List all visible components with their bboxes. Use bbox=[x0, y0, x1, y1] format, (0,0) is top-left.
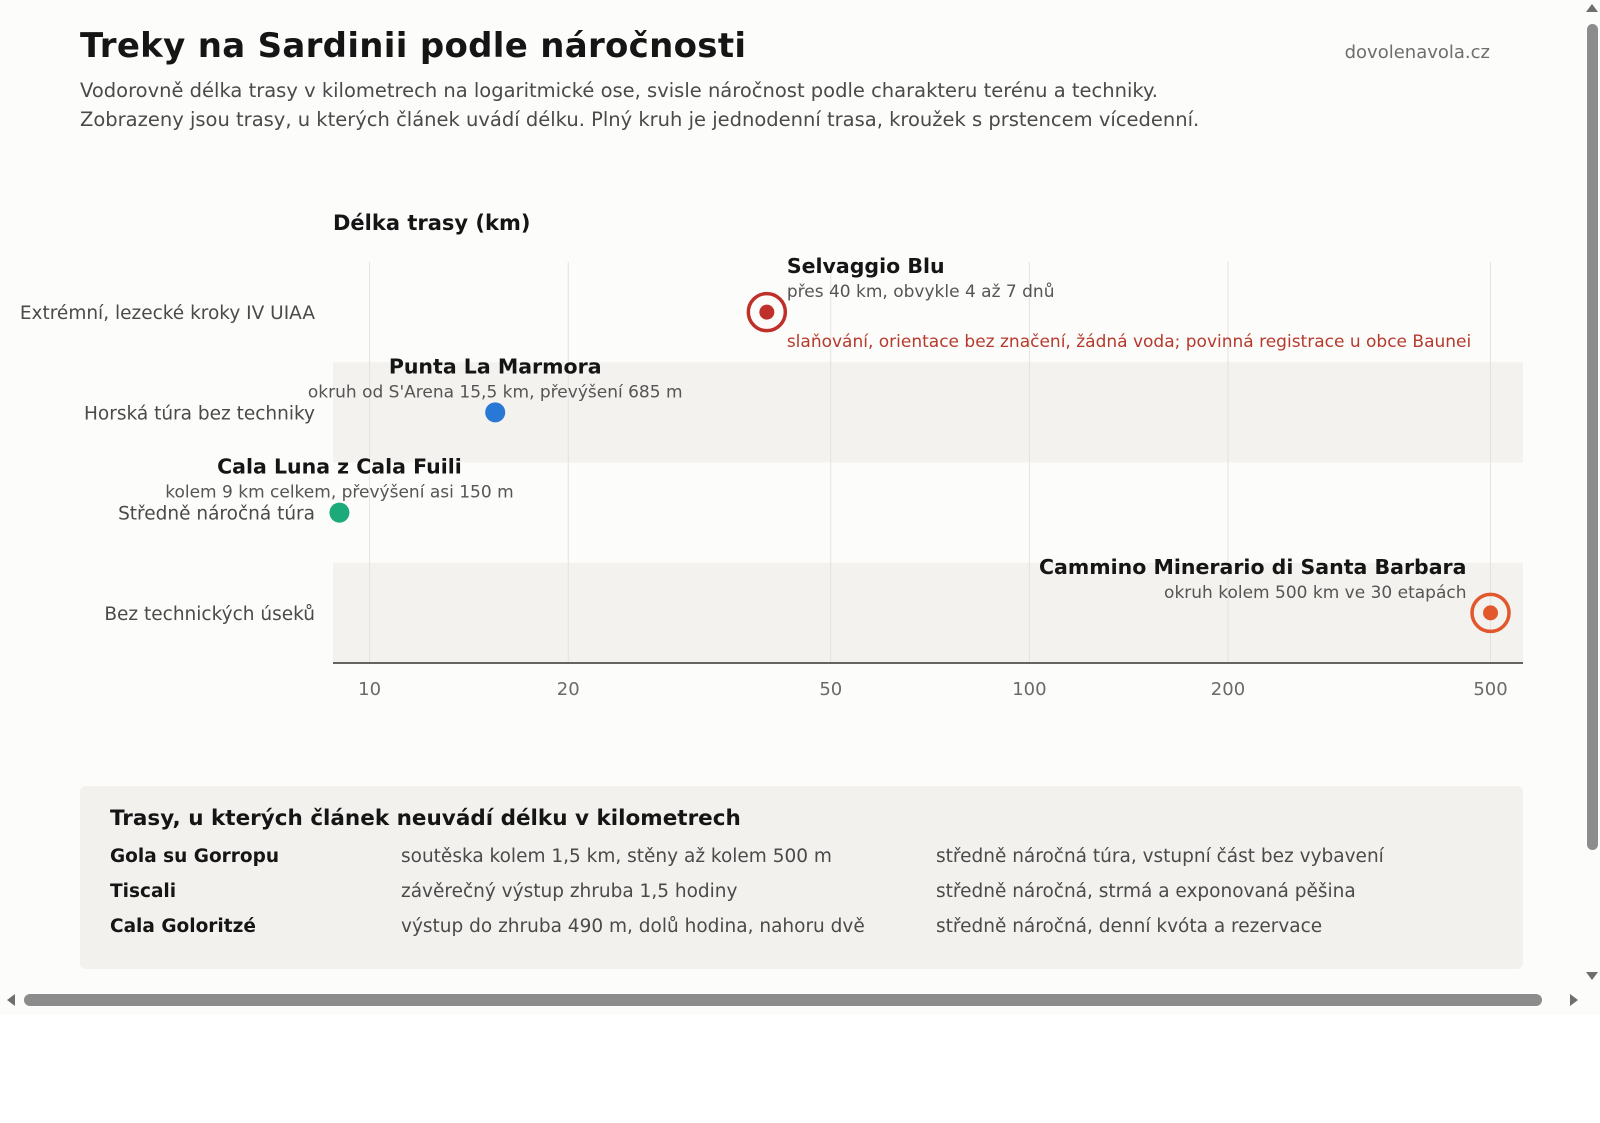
page-subtitle: Vodorovně délka trasy v kilometrech na l… bbox=[80, 76, 1380, 134]
trek-name: Gola su Gorropu bbox=[110, 846, 280, 867]
trek-scatter-chart: 10 20 50 100 200 500 Délka trasy (km) Extrémní,… bbox=[20, 211, 1523, 700]
trek-name: Cala Goloritzé bbox=[110, 916, 256, 937]
row-band bbox=[333, 562, 1523, 663]
horizontal-scroll-thumb[interactable] bbox=[24, 994, 1542, 1006]
trek-name-label: Cala Luna z Cala Fuili bbox=[217, 455, 462, 479]
subtitle-line: Vodorovně délka trasy v kilometrech na l… bbox=[80, 79, 1158, 102]
trek-point bbox=[485, 402, 506, 423]
trek-detail-label: přes 40 km, obvykle 4 až 7 dnů bbox=[787, 282, 1055, 302]
trek-name-label: Cammino Minerario di Santa Barbara bbox=[1039, 555, 1467, 579]
trek-detail: výstup do zhruba 490 m, dolů hodina, nah… bbox=[401, 916, 865, 937]
y-category-label: Extrémní, lezecké kroky IV UIAA bbox=[20, 303, 315, 324]
scroll-right-icon[interactable] bbox=[1570, 994, 1578, 1006]
scroll-up-icon[interactable] bbox=[1586, 4, 1598, 12]
trek-detail-label: okruh od S'Arena 15,5 km, převýšení 685 … bbox=[308, 382, 683, 402]
x-tick-label: 10 bbox=[358, 679, 381, 700]
trek-difficulty: středně náročná, strmá a exponovaná pěši… bbox=[936, 881, 1356, 902]
trek-point bbox=[759, 304, 775, 320]
unmeasured-treks-title: Trasy, u kterých článek neuvádí délku v … bbox=[110, 806, 741, 831]
trek-detail: soutěska kolem 1,5 km, stěny až kolem 50… bbox=[401, 846, 832, 867]
trek-name: Tiscali bbox=[110, 881, 177, 902]
trek-name-label: Selvaggio Blu bbox=[787, 254, 945, 278]
table-row: Cala Goloritzé výstup do zhruba 490 m, d… bbox=[110, 916, 1510, 946]
multi-day-ring bbox=[1470, 592, 1511, 634]
scroll-left-icon[interactable] bbox=[7, 994, 15, 1006]
table-row: Tiscali závěrečný výstup zhruba 1,5 hodi… bbox=[110, 881, 1510, 911]
table-row: Gola su Gorropu soutěska kolem 1,5 km, s… bbox=[110, 846, 1510, 876]
row-band bbox=[333, 362, 1523, 463]
x-tick-label: 50 bbox=[819, 679, 842, 700]
horizontal-scrollbar[interactable] bbox=[0, 985, 1600, 1015]
x-tick-label: 100 bbox=[1012, 679, 1046, 700]
unmeasured-treks-panel: Trasy, u kterých článek neuvádí délku v … bbox=[80, 786, 1523, 969]
trek-difficulty: středně náročná, denní kvóta a rezervace bbox=[936, 916, 1323, 937]
site-name[interactable]: dovolenavola.cz bbox=[1344, 42, 1490, 63]
trek-detail-label: kolem 9 km celkem, převýšení asi 150 m bbox=[165, 483, 513, 503]
trek-point bbox=[1483, 605, 1499, 621]
page-title: Treky na Sardinii podle náročnosti bbox=[80, 26, 747, 66]
trek-warning-label: slaňování, orientace bez značení, žádná … bbox=[787, 332, 1471, 352]
trek-name-label: Punta La Marmora bbox=[389, 354, 602, 378]
y-category-label: Bez technických úseků bbox=[104, 604, 315, 625]
page-viewport: Treky na Sardinii podle náročnosti dovol… bbox=[19, 26, 1523, 969]
vertical-scroll-thumb[interactable] bbox=[1587, 24, 1598, 850]
multi-day-ring bbox=[746, 291, 788, 333]
trek-difficulty: středně náročná túra, vstupní část bez v… bbox=[936, 846, 1384, 867]
y-category-label: Horská túra bez techniky bbox=[84, 403, 315, 424]
vertical-scrollbar[interactable] bbox=[1566, 0, 1600, 985]
y-category-label: Středně náročná túra bbox=[118, 504, 315, 525]
trek-detail: závěrečný výstup zhruba 1,5 hodiny bbox=[401, 881, 738, 902]
x-tick-label: 20 bbox=[557, 679, 580, 700]
x-axis-title: Délka trasy (km) bbox=[333, 211, 530, 235]
trek-point bbox=[329, 502, 350, 523]
x-tick-label: 500 bbox=[1473, 679, 1507, 700]
trek-detail-label: okruh kolem 500 km ve 30 etapách bbox=[1164, 583, 1466, 603]
x-tick-label: 200 bbox=[1211, 679, 1245, 700]
subtitle-line: Zobrazeny jsou trasy, u kterých článek u… bbox=[80, 108, 1200, 131]
scroll-down-icon[interactable] bbox=[1586, 972, 1598, 980]
